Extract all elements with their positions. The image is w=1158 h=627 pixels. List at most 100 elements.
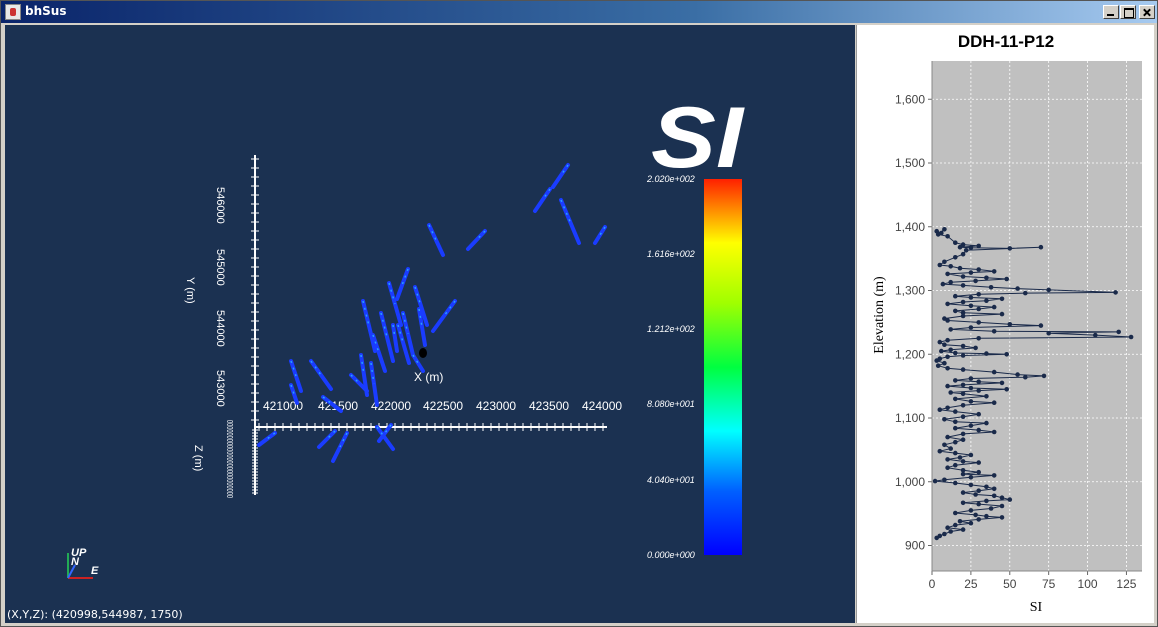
data-point [1038, 323, 1044, 328]
data-point [976, 267, 981, 272]
data-point [991, 369, 997, 375]
data-point [945, 465, 950, 471]
x-axis-ticks [258, 423, 604, 431]
data-point [953, 350, 958, 356]
data-point [945, 434, 950, 440]
data-point [932, 478, 938, 484]
close-button[interactable] [1139, 5, 1155, 19]
north-label: N [71, 556, 80, 568]
data-point [960, 414, 966, 420]
data-point [960, 437, 966, 443]
data-point [939, 348, 944, 354]
data-point [999, 296, 1005, 302]
drillhole-trace [257, 431, 277, 447]
minimize-button[interactable] [1103, 5, 1119, 19]
data-point [948, 264, 953, 269]
data-point [1007, 246, 1013, 251]
data-point [991, 329, 997, 334]
y-tick-label: 1,400 [895, 220, 925, 234]
data-point [953, 510, 958, 516]
data-point [948, 390, 953, 395]
data-point [937, 339, 943, 345]
x-tick-label: 75 [1042, 577, 1056, 591]
data-point [976, 411, 981, 417]
3d-scene[interactable]: 421000 421500 422000 422500 423000 42350… [5, 25, 855, 623]
data-point [973, 512, 978, 518]
data-point [984, 498, 989, 504]
colorbar-label: 1.616e+002 [647, 249, 695, 259]
data-point [984, 513, 989, 519]
colorbar-label: 4.040e+001 [647, 475, 695, 485]
data-point [1023, 290, 1028, 296]
data-point [960, 403, 966, 408]
data-point [968, 475, 974, 480]
x-tick-label: 423500 [529, 399, 569, 413]
data-point [960, 431, 966, 437]
drillhole-trace-highlight [443, 300, 456, 317]
x-axis-label: X (m) [414, 370, 443, 384]
drillhole-trace [411, 353, 425, 373]
data-point [960, 313, 966, 319]
data-point [976, 243, 981, 249]
data-point [968, 325, 974, 330]
data-point [953, 293, 958, 299]
data-point [960, 500, 966, 506]
data-point [960, 367, 966, 372]
z-axis-label: Z (m) [192, 445, 204, 471]
data-point [968, 482, 974, 488]
drillhole-trace [321, 395, 343, 413]
profile-chart[interactable]: DDH-11-P12 Elevation (m) SI 0 25 50 75 100 12… [857, 25, 1155, 623]
data-point [942, 531, 947, 537]
data-point [1128, 334, 1134, 340]
y-tick-label: 1,100 [895, 411, 925, 425]
data-point [991, 429, 997, 435]
data-point [991, 486, 997, 492]
data-point [957, 455, 963, 460]
data-point [963, 248, 969, 253]
profile-plot-panel[interactable]: DDH-11-P12 Elevation (m) SI 0 25 50 75 100 12… [856, 25, 1154, 623]
data-point [991, 493, 997, 499]
title-bar[interactable]: bhSus [1, 1, 1157, 23]
data-point [1004, 352, 1009, 357]
data-point [948, 446, 953, 451]
x-tick-label: 25 [964, 577, 978, 591]
data-point [1041, 373, 1047, 379]
data-point [957, 519, 963, 524]
maximize-button[interactable] [1120, 5, 1136, 19]
data-point [945, 301, 950, 307]
drillhole-traces[interactable] [257, 163, 607, 463]
data-point [1038, 244, 1044, 250]
data-point [953, 425, 958, 431]
data-point [945, 234, 950, 239]
x-tick-label: 50 [1003, 577, 1017, 591]
data-point [942, 227, 947, 232]
data-point [945, 318, 950, 323]
data-point [968, 452, 974, 458]
drillhole-trace [317, 429, 337, 449]
data-point [984, 484, 989, 490]
data-point [937, 448, 943, 454]
drillhole-trace-highlight [599, 226, 606, 236]
drillhole-trace [396, 323, 411, 365]
y-tick-label: 1,500 [895, 156, 925, 170]
data-point [976, 488, 981, 494]
data-point [960, 391, 966, 397]
3d-viewer[interactable]: 421000 421500 422000 422500 423000 42350… [5, 25, 855, 623]
data-point [968, 423, 974, 428]
data-point [942, 477, 947, 483]
east-label: E [91, 565, 99, 577]
z-tick-labels: 0000000000000000000000000 [225, 420, 234, 498]
drillhole-trace-highlight [350, 374, 360, 384]
data-point [937, 407, 943, 413]
data-point [953, 378, 958, 383]
data-point [960, 274, 966, 279]
drillhole-trace [427, 223, 445, 257]
drillhole-trace [391, 323, 399, 353]
data-point [948, 327, 953, 332]
si-series [932, 227, 1134, 541]
data-point [942, 342, 947, 348]
data-point [942, 360, 947, 366]
data-point [945, 405, 950, 411]
drillhole-trace [533, 187, 552, 213]
y-tick-label: 900 [905, 539, 925, 553]
